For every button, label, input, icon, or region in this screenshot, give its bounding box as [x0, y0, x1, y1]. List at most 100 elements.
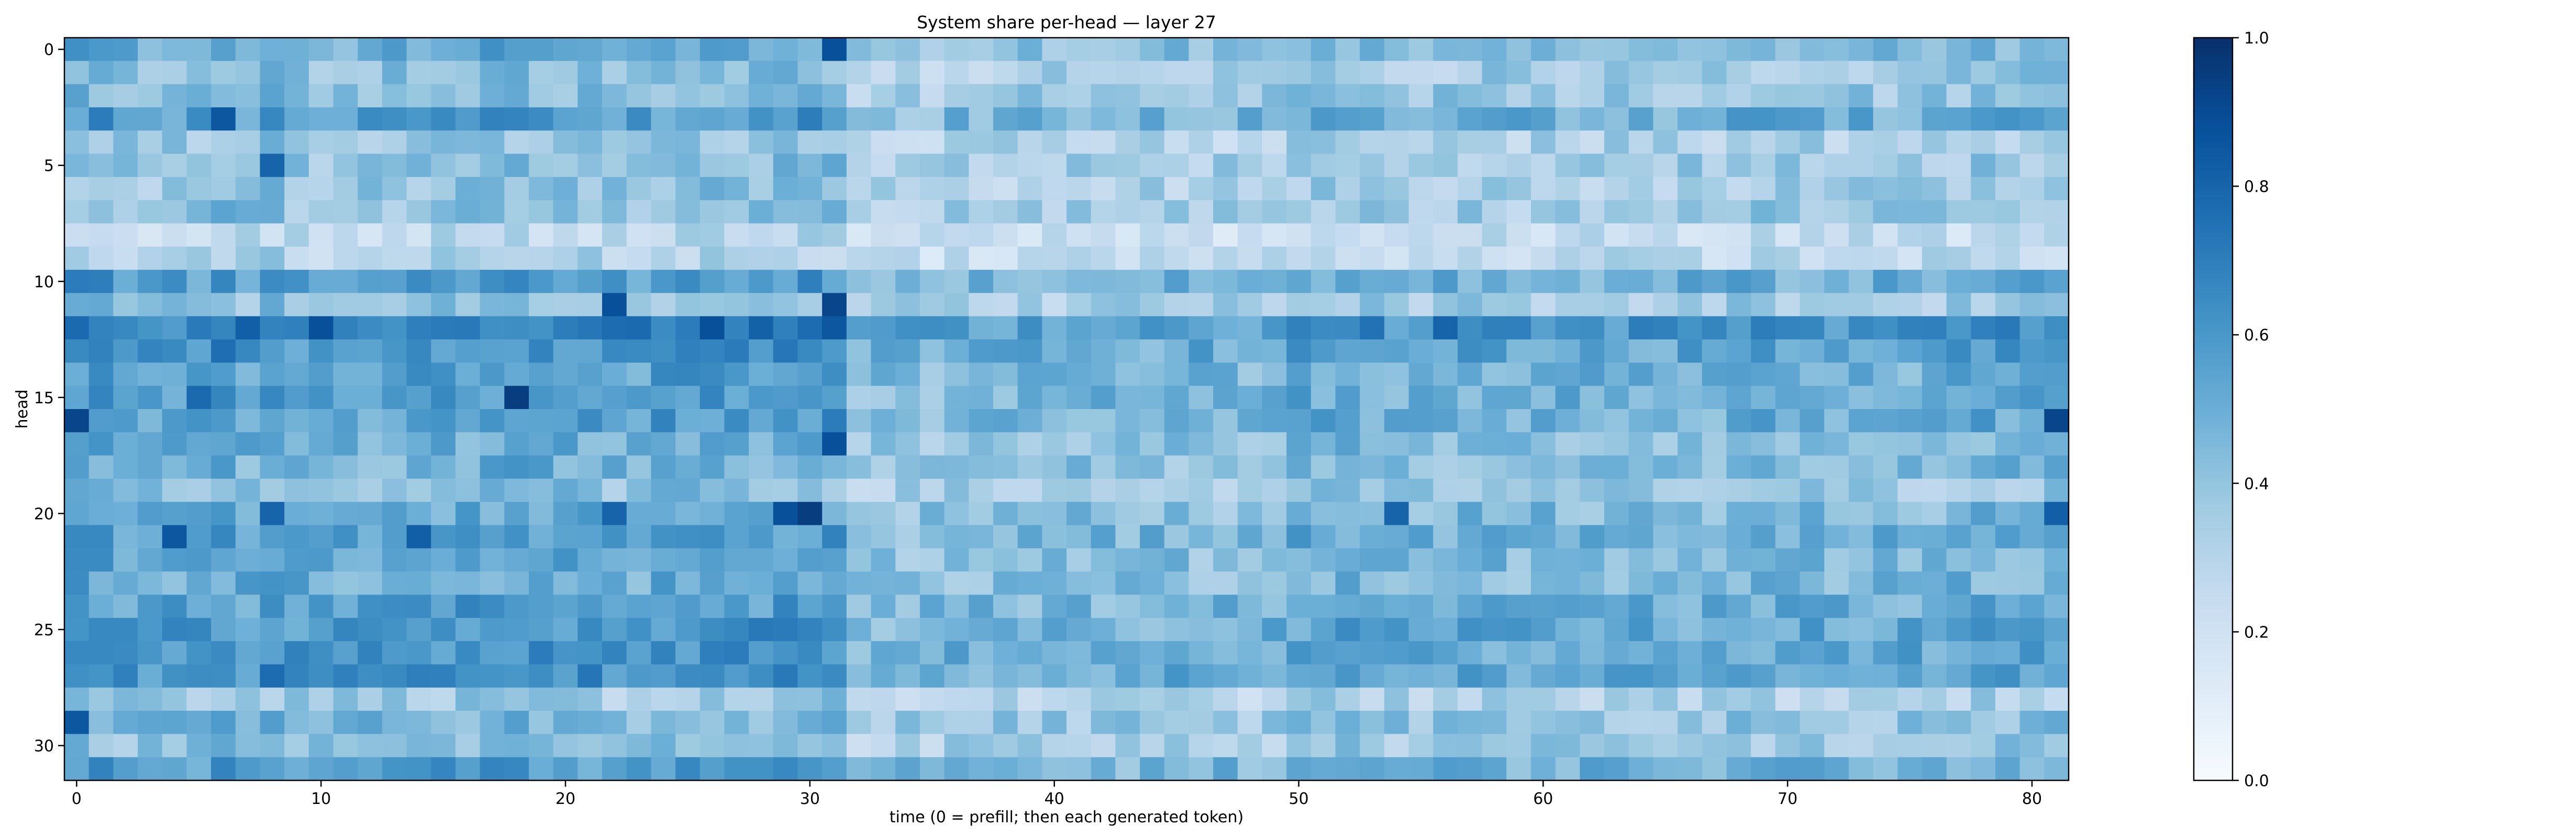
heatmap-cell	[162, 432, 187, 456]
heatmap-cell	[993, 177, 1018, 201]
heatmap-cell	[1848, 84, 1874, 108]
heatmap-cell	[333, 455, 358, 479]
heatmap-cell	[969, 525, 994, 549]
heatmap-cell	[88, 687, 114, 711]
heatmap-cell	[846, 362, 872, 387]
heatmap-cell	[553, 734, 578, 758]
heatmap-cell	[749, 293, 774, 317]
heatmap-cell	[1800, 107, 1825, 131]
heatmap-cell	[944, 153, 969, 178]
heatmap-cell	[1457, 711, 1483, 734]
heatmap-cell	[1164, 270, 1190, 294]
heatmap-cell	[1408, 641, 1434, 665]
heatmap-cell	[1115, 200, 1140, 224]
heatmap-cell	[919, 502, 945, 526]
heatmap-cell	[822, 571, 847, 596]
heatmap-cell	[1408, 687, 1434, 711]
heatmap-cell	[1457, 246, 1483, 270]
heatmap-cell	[1408, 200, 1434, 224]
heatmap-cell	[969, 339, 994, 363]
heatmap-cell	[822, 502, 847, 526]
heatmap-cell	[602, 107, 627, 131]
heatmap-cell	[969, 409, 994, 433]
heatmap-cell	[162, 664, 187, 688]
heatmap-cell	[553, 757, 578, 781]
heatmap-cell	[919, 525, 945, 549]
heatmap-cell	[675, 153, 701, 178]
heatmap-cell	[1751, 409, 1776, 433]
heatmap-cell	[773, 711, 798, 734]
heatmap-cell	[1824, 478, 1849, 502]
heatmap-cell	[699, 130, 725, 155]
heatmap-cell	[1164, 339, 1190, 363]
heatmap-cell	[308, 757, 334, 781]
heatmap-cell	[406, 339, 431, 363]
heatmap-cell	[186, 525, 212, 549]
heatmap-cell	[1335, 432, 1360, 456]
heatmap-cell	[1971, 339, 1996, 363]
heatmap-cell	[1873, 641, 1898, 665]
heatmap-cell	[1751, 711, 1776, 734]
heatmap-cell	[1580, 687, 1605, 711]
heatmap-cell	[64, 293, 90, 317]
heatmap-cell	[431, 339, 456, 363]
heatmap-cell	[455, 270, 481, 294]
heatmap-cell	[382, 200, 407, 224]
heatmap-cell	[1971, 502, 1996, 526]
heatmap-cell	[260, 38, 285, 61]
heatmap-cell	[1457, 270, 1483, 294]
heatmap-cell	[1555, 641, 1580, 665]
heatmap-cell	[1751, 84, 1776, 108]
heatmap-cell	[895, 571, 920, 596]
heatmap-cell	[308, 61, 334, 85]
heatmap-cell	[1971, 362, 1996, 387]
heatmap-cell	[1873, 107, 1898, 131]
heatmap-cell	[1457, 757, 1483, 781]
heatmap-cell	[1800, 223, 1825, 247]
heatmap-cell	[1042, 478, 1067, 502]
heatmap-cell	[699, 618, 725, 642]
heatmap-cell	[797, 757, 823, 781]
heatmap-cell	[1995, 339, 2020, 363]
heatmap-cell	[602, 734, 627, 758]
heatmap-cell	[260, 107, 285, 131]
heatmap-cell	[284, 130, 309, 155]
heatmap-cell	[1408, 618, 1434, 642]
heatmap-cell	[186, 84, 212, 108]
heatmap-cell	[699, 153, 725, 178]
heatmap-cell	[822, 664, 847, 688]
heatmap-cell	[871, 200, 896, 224]
heatmap-cell	[1115, 61, 1140, 85]
heatmap-cell	[1457, 548, 1483, 572]
heatmap-cell	[1555, 316, 1580, 340]
heatmap-cell	[1189, 478, 1214, 502]
heatmap-cell	[1311, 548, 1336, 572]
heatmap-cell	[358, 153, 383, 178]
heatmap-cell	[626, 246, 651, 270]
heatmap-cell	[1506, 61, 1531, 85]
heatmap-cell	[797, 664, 823, 688]
heatmap-cell	[284, 316, 309, 340]
heatmap-cell	[1678, 293, 1703, 317]
heatmap-cell	[773, 548, 798, 572]
heatmap-cell	[969, 107, 994, 131]
heatmap-cell	[1433, 757, 1458, 781]
heatmap-cell	[1800, 757, 1825, 781]
heatmap-cell	[578, 270, 603, 294]
heatmap-cell	[1164, 757, 1190, 781]
heatmap-cell	[382, 687, 407, 711]
heatmap-cell	[186, 664, 212, 688]
heatmap-cell	[724, 293, 749, 317]
heatmap-cell	[1848, 223, 1874, 247]
heatmap-cell	[944, 177, 969, 201]
heatmap-cell	[455, 177, 481, 201]
heatmap-cell	[1457, 61, 1483, 85]
heatmap-cell	[1286, 432, 1312, 456]
heatmap-cell	[382, 409, 407, 433]
heatmap-cell	[1897, 478, 1923, 502]
heatmap-cell	[1164, 571, 1190, 596]
heatmap-cell	[1555, 757, 1580, 781]
heatmap-cell	[88, 107, 114, 131]
heatmap-cell	[1140, 757, 1165, 781]
heatmap-cell	[871, 432, 896, 456]
